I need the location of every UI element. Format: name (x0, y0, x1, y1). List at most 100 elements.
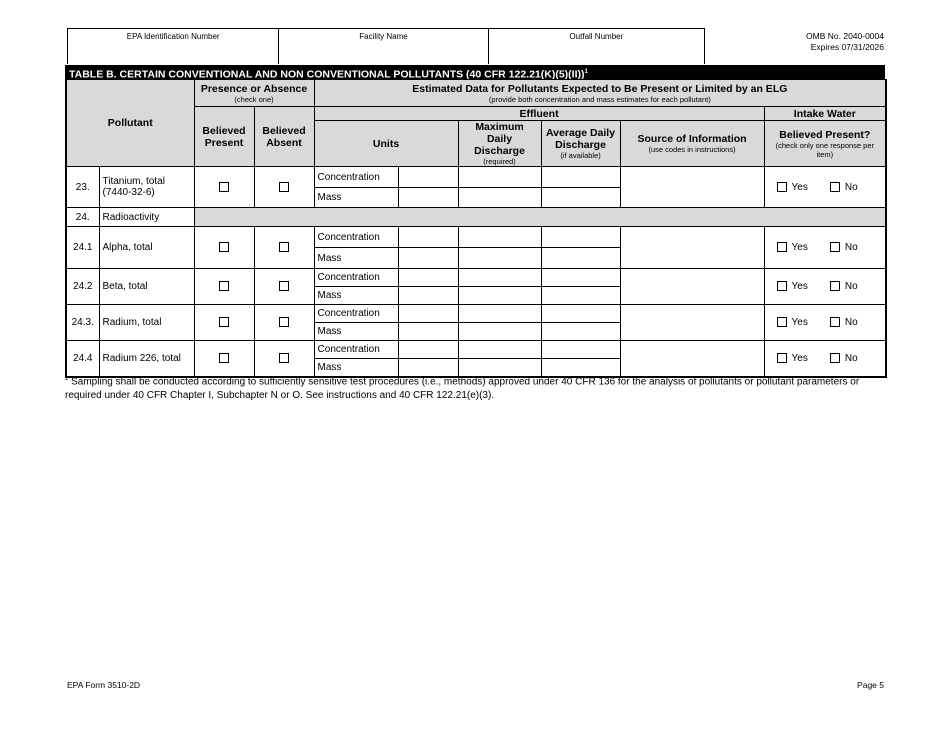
table-row: 24.2 Beta, total Concentration Yes No (65, 268, 887, 305)
source-input[interactable] (619, 268, 765, 305)
mass-max-input[interactable] (457, 322, 542, 341)
yes-checkbox[interactable] (776, 181, 787, 192)
concentration-label: Concentration (313, 166, 399, 188)
table-row: 24.1 Alpha, total Concentration Yes No (65, 226, 887, 269)
source-input[interactable] (619, 340, 765, 377)
table-row: Mass (66, 247, 886, 269)
mass-avg-input[interactable] (540, 187, 621, 208)
mass-units-input[interactable] (397, 322, 459, 341)
row-number: 23. (65, 166, 100, 208)
omb-info: OMB No. 2040-0004 Expires 07/31/2026 (806, 31, 884, 52)
source-input[interactable] (619, 226, 765, 269)
believed-present-checkbox[interactable] (219, 242, 230, 253)
col-pollutant: Pollutant (65, 79, 195, 167)
believed-absent-checkbox[interactable] (279, 317, 290, 328)
source-input[interactable] (619, 304, 765, 341)
concentration-avg-input[interactable] (540, 304, 621, 323)
page-number: Page 5 (857, 680, 884, 690)
row-number: 24.1 (65, 226, 100, 269)
concentration-avg-input[interactable] (540, 166, 621, 188)
table-row: 24.3. Radium, total Concentration Yes No (65, 304, 887, 341)
col-units: Units (313, 120, 459, 167)
yes-checkbox[interactable] (776, 281, 787, 292)
col-effluent: Effluent (313, 106, 765, 121)
believed-absent-checkbox[interactable] (279, 181, 290, 192)
concentration-avg-input[interactable] (540, 226, 621, 248)
pollutant-name: Radium, total (98, 304, 195, 341)
col-estimated: Estimated Data for Pollutants Expected t… (313, 79, 887, 107)
concentration-max-input[interactable] (457, 340, 542, 359)
believed-absent-checkbox[interactable] (279, 353, 290, 364)
source-input[interactable] (619, 166, 765, 208)
believed-present-checkbox[interactable] (219, 181, 230, 192)
col-intake-water: Intake Water (763, 106, 887, 121)
mass-label: Mass (313, 286, 399, 305)
identification-header: EPA Identification Number Facility Name … (67, 28, 705, 64)
section-row: 24. Radioactivity (65, 207, 887, 227)
no-checkbox[interactable] (829, 281, 840, 292)
yes-checkbox[interactable] (776, 353, 787, 364)
mass-max-input[interactable] (457, 286, 542, 305)
outfall-number-field[interactable]: Outfall Number (569, 32, 624, 41)
facility-name-field[interactable]: Facility Name (279, 29, 489, 64)
col-believed-present-intake: Believed Present? (check only one respons… (763, 120, 887, 167)
concentration-units-input[interactable] (397, 268, 459, 287)
mass-avg-input[interactable] (540, 358, 621, 377)
pollutants-table: Pollutant Presence or Absence (check one)… (65, 79, 888, 378)
pollutant-name: Alpha, total (98, 226, 195, 269)
epa-id-field[interactable]: EPA Identification Number (68, 29, 280, 64)
col-source: Source of Information (use codes in instr… (619, 120, 765, 167)
concentration-max-input[interactable] (457, 304, 542, 323)
pollutant-name: Titanium, total (7440-32-6) (98, 166, 195, 208)
concentration-units-input[interactable] (397, 226, 459, 248)
concentration-units-input[interactable] (397, 304, 459, 323)
concentration-label: Concentration (313, 340, 399, 359)
concentration-label: Concentration (313, 268, 399, 287)
col-believed-present: Believed Present (193, 106, 255, 167)
concentration-max-input[interactable] (457, 166, 542, 188)
pollutant-name: Radium 226, total (98, 340, 195, 377)
footnote: 1 Sampling shall be conducted according … (65, 376, 860, 402)
concentration-avg-input[interactable] (540, 340, 621, 359)
concentration-units-input[interactable] (397, 340, 459, 359)
mass-avg-input[interactable] (540, 247, 621, 269)
concentration-max-input[interactable] (457, 268, 542, 287)
col-believed-absent: Believed Absent (253, 106, 315, 167)
believed-absent-checkbox[interactable] (279, 281, 290, 292)
yes-checkbox[interactable] (776, 317, 787, 328)
believed-present-checkbox[interactable] (219, 353, 230, 364)
table-row: Mass (66, 358, 886, 377)
table-row: 23. Titanium, total (7440-32-6) Concentr… (65, 166, 887, 208)
no-checkbox[interactable] (829, 181, 840, 192)
yes-checkbox[interactable] (776, 242, 787, 253)
no-checkbox[interactable] (829, 317, 840, 328)
mass-max-input[interactable] (457, 247, 542, 269)
believed-present-checkbox[interactable] (219, 317, 230, 328)
no-checkbox[interactable] (829, 242, 840, 253)
col-presence: Presence or Absence (check one) (193, 79, 315, 107)
concentration-avg-input[interactable] (540, 268, 621, 287)
mass-label: Mass (313, 247, 399, 269)
pollutant-name: Beta, total (98, 268, 195, 305)
mass-label: Mass (313, 322, 399, 341)
believed-present-checkbox[interactable] (219, 281, 230, 292)
mass-label: Mass (313, 358, 399, 377)
mass-avg-input[interactable] (540, 322, 621, 341)
table-row: 24.4 Radium 226, total Concentration Yes… (65, 340, 887, 377)
col-max-daily: Maximum Daily Discharge (required) (457, 120, 542, 167)
mass-units-input[interactable] (397, 187, 459, 208)
no-checkbox[interactable] (829, 353, 840, 364)
believed-absent-checkbox[interactable] (279, 242, 290, 253)
concentration-label: Concentration (313, 226, 399, 248)
mass-label: Mass (313, 187, 399, 208)
concentration-units-input[interactable] (397, 166, 459, 188)
mass-units-input[interactable] (397, 286, 459, 305)
mass-max-input[interactable] (457, 187, 542, 208)
mass-avg-input[interactable] (540, 286, 621, 305)
concentration-label: Concentration (313, 304, 399, 323)
row-number: 24.4 (65, 340, 100, 377)
row-number: 24.3. (65, 304, 100, 341)
mass-units-input[interactable] (397, 247, 459, 269)
concentration-max-input[interactable] (457, 226, 542, 248)
form-number: EPA Form 3510-2D (67, 680, 141, 690)
